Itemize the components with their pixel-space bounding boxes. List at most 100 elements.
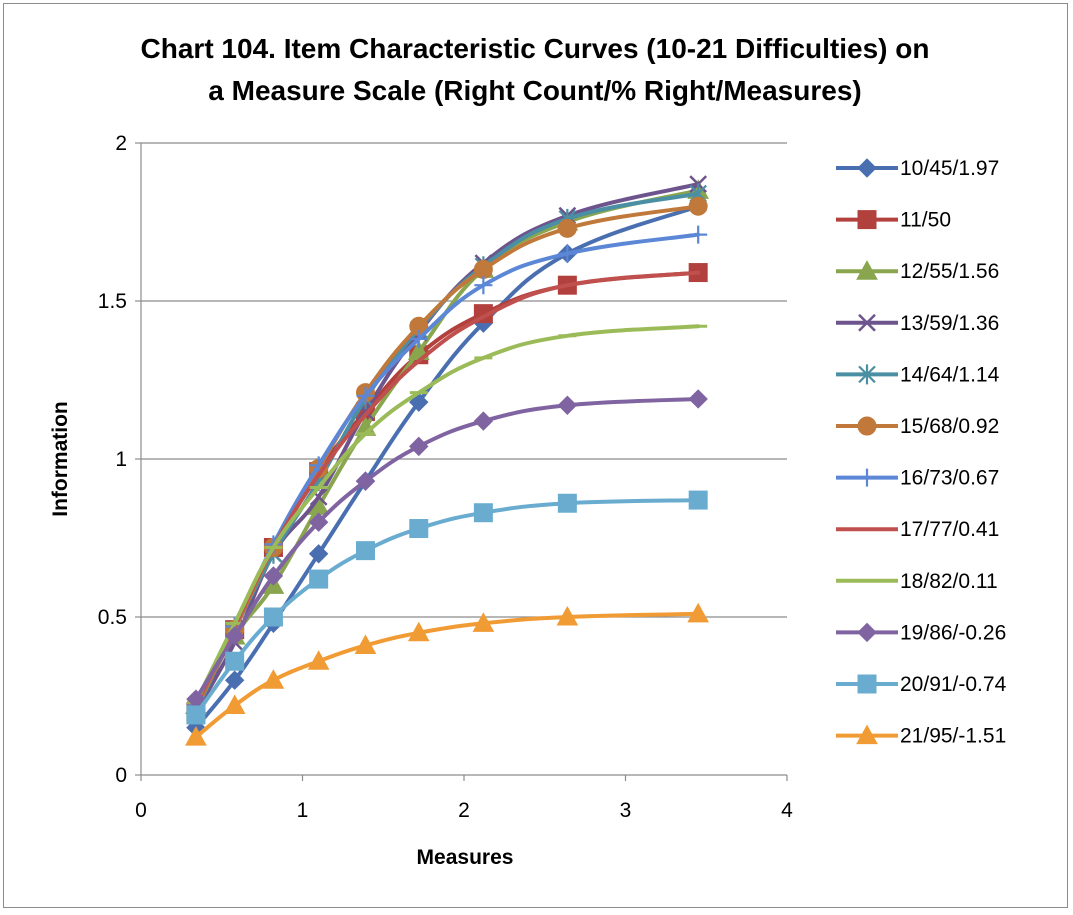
legend-marker (857, 210, 877, 230)
x-tick-label: 0 (135, 799, 147, 822)
data-point (307, 650, 330, 670)
legend: 10/45/1.97 11/50 12/55/1.56 13/59/1.36 14/64… (836, 157, 1007, 748)
data-point (308, 544, 329, 564)
data-point (473, 259, 493, 279)
legend-label: 16/73/0.67 (900, 467, 999, 490)
data-point (556, 605, 579, 626)
data-point (409, 329, 428, 348)
legend-label: 20/91/-0.74 (900, 673, 1007, 696)
legend-marker (857, 622, 877, 643)
data-point (557, 218, 577, 238)
legend-marker (858, 468, 876, 487)
data-point (689, 225, 708, 244)
data-point (223, 694, 246, 714)
x-tick-label: 2 (458, 799, 470, 822)
legend-label: 18/82/0.11 (900, 570, 998, 593)
y-tick-label: 0 (115, 764, 127, 787)
data-point (687, 602, 710, 623)
x-axis-title: Measures (417, 846, 514, 869)
legend-entry: 13/59/1.36 (836, 312, 999, 335)
data-point (688, 196, 708, 216)
legend-marker (857, 416, 877, 436)
chart-title-line-2: a Measure Scale (Right Count/% Right/Mea… (208, 75, 861, 106)
legend-label: 14/64/1.14 (900, 363, 1000, 386)
y-tick-label: 2 (115, 132, 127, 155)
data-point (473, 411, 494, 431)
legend-marker (857, 158, 877, 178)
data-point (354, 634, 377, 654)
y-tick-label: 0.5 (98, 606, 127, 629)
y-axis-title: Information (49, 401, 72, 517)
x-tick-label: 3 (620, 799, 632, 822)
legend-label: 15/68/0.92 (900, 415, 999, 438)
series-line (193, 204, 701, 711)
data-point (356, 386, 375, 405)
series-line (193, 191, 701, 714)
series-line (193, 324, 701, 705)
series-17/77/0.41 (193, 270, 701, 708)
data-point (409, 519, 429, 539)
legend-entry: 18/82/0.11 (836, 570, 998, 593)
series-19/86/-0.26 (186, 389, 708, 709)
legend-entry: 21/95/-1.51 (836, 724, 1006, 748)
series-14/64/1.14 (187, 183, 707, 722)
legend-label: 13/59/1.36 (900, 312, 999, 335)
data-point (688, 490, 708, 510)
series-line (193, 188, 701, 708)
legend-entry: 20/91/-0.74 (836, 673, 1007, 696)
x-tick-label: 4 (781, 799, 793, 822)
data-point (557, 395, 578, 415)
data-point (355, 471, 376, 491)
data-point (472, 612, 495, 632)
series-line (193, 270, 701, 708)
data-point (263, 607, 283, 627)
chart-title-line-1: Chart 104. Item Characteristic Curves (1… (141, 33, 930, 64)
chart-frame (3, 3, 1068, 908)
tick-labels: 0 0.5 1 1.5 2 0 1 2 3 4 (98, 132, 793, 822)
legend-label: 17/77/0.41 (900, 518, 999, 541)
data-series (185, 175, 710, 746)
legend-label: 11/50 (900, 209, 951, 232)
series-line (193, 232, 701, 708)
legend-marker (856, 260, 878, 280)
legend-entry: 17/77/0.41 (836, 518, 999, 541)
data-point (558, 244, 577, 263)
legend-entry: 19/86/-0.26 (836, 621, 1006, 644)
legend-entry: 11/50 (836, 209, 951, 232)
data-point (224, 626, 245, 646)
legend-marker (858, 313, 876, 332)
legend-label: 21/95/-1.51 (900, 725, 1006, 748)
legend-label: 12/55/1.56 (900, 260, 999, 283)
series-11/50 (186, 263, 708, 722)
legend-entry: 10/45/1.97 (836, 157, 999, 180)
data-point (263, 566, 284, 586)
gridlines (141, 142, 787, 618)
series-20/91/-0.74 (186, 490, 708, 725)
data-point (224, 670, 245, 690)
data-point (308, 512, 329, 532)
series-18/82/0.11 (186, 324, 708, 705)
legend-entry: 15/68/0.92 (836, 415, 999, 438)
data-point (355, 541, 375, 561)
legend-label: 19/86/-0.26 (900, 621, 1006, 644)
y-tick-label: 1.5 (98, 290, 127, 313)
legend-marker (857, 674, 877, 694)
series-line (193, 182, 701, 714)
legend-entry: 16/73/0.67 (836, 467, 999, 490)
data-point (557, 493, 577, 513)
data-point (688, 389, 708, 409)
data-point (474, 276, 493, 295)
y-tick-label: 1 (115, 448, 127, 471)
data-point (407, 621, 430, 642)
data-point (262, 669, 285, 689)
legend-entry: 14/64/1.14 (836, 363, 1000, 386)
series-line (193, 204, 701, 730)
data-point (185, 726, 207, 746)
legend-entry: 12/55/1.56 (836, 260, 999, 283)
legend-marker (858, 364, 876, 385)
data-point (225, 651, 245, 671)
data-point (409, 436, 429, 457)
series-21/95/-1.51 (185, 602, 710, 746)
x-tick-label: 1 (297, 799, 309, 822)
